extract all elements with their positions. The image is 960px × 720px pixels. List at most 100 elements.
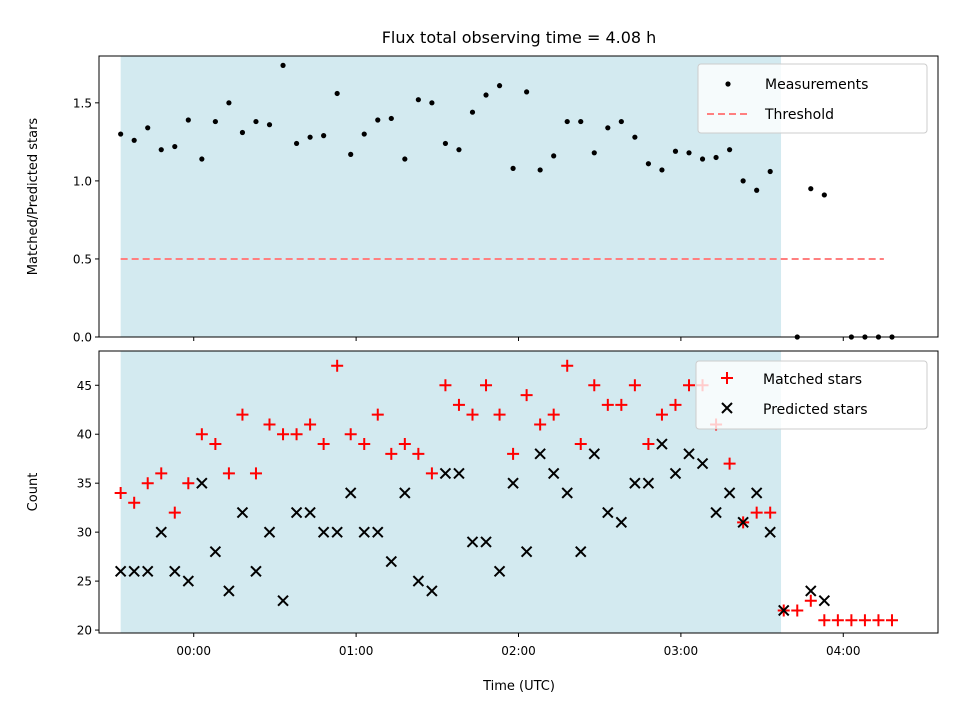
measurement-point: [172, 143, 178, 150]
predicted-stars-point: [439, 467, 452, 480]
measurement-point: [645, 161, 652, 167]
measurement-point: [591, 150, 597, 156]
predicted-stars-point: [480, 536, 492, 548]
predicted-stars-point: [466, 536, 479, 548]
y-tick-label: 0.0: [73, 331, 92, 345]
matched-stars-point: [683, 379, 696, 392]
measurement-point: [307, 134, 313, 140]
matched-stars-point: [791, 604, 804, 617]
matched-stars-point: [331, 359, 344, 372]
measurement-point: [199, 156, 205, 162]
predicted-stars-point: [372, 526, 384, 538]
measurement-point: [578, 118, 584, 125]
predicted-stars-point: [669, 467, 682, 480]
matched-stars-point: [669, 398, 682, 411]
y-tick-label: 45: [77, 379, 92, 393]
predicted-stars-point: [656, 438, 668, 450]
measurement-point: [348, 151, 354, 157]
predicted-stars-point: [629, 477, 641, 489]
matched-stars-point: [277, 428, 290, 441]
predicted-stars-point: [114, 565, 127, 578]
predicted-stars-point: [331, 526, 343, 538]
measurement-point: [212, 118, 218, 125]
measurement-point: [605, 125, 611, 131]
ratio-y-label: Matched/Predicted stars: [26, 118, 41, 276]
observing-window-shade-lower: [120, 351, 782, 633]
measurement-point: [442, 140, 449, 147]
legend-matched-label: Matched stars: [763, 372, 862, 388]
measurement-point: [415, 97, 421, 103]
x-tick-label: 00:00: [176, 644, 211, 658]
y-tick-label: 25: [77, 575, 92, 589]
measurement-point: [334, 90, 340, 97]
measurement-point: [754, 187, 760, 193]
matched-stars-point: [655, 408, 668, 421]
matched-stars-point: [466, 408, 479, 421]
measurement-point: [767, 168, 773, 175]
predicted-stars-point: [304, 506, 316, 519]
matched-stars-point: [885, 614, 898, 627]
predicted-stars-point: [223, 585, 235, 597]
measurement-point: [293, 140, 300, 147]
matched-stars-point: [561, 359, 574, 372]
count-points: [114, 359, 898, 627]
predicted-stars-point: [507, 477, 519, 489]
measurement-point: [727, 147, 733, 153]
predicted-stars-point: [344, 487, 357, 499]
predicted-stars-point: [493, 565, 506, 578]
ratio-panel: 0.0 0.5 1.0 1.5 Matched/Predicted stars Mea…: [26, 55, 939, 345]
measurement-point: [808, 186, 814, 192]
matched-stars-point: [195, 428, 208, 441]
predicted-stars-point: [209, 546, 222, 558]
matched-stars-point: [534, 418, 547, 431]
predicted-stars-point: [250, 565, 262, 578]
matched-stars-point: [128, 496, 141, 509]
measurement-point: [713, 154, 719, 161]
predicted-stars-point: [317, 526, 330, 538]
predicted-stars-point: [805, 585, 817, 597]
measurement-point: [388, 115, 394, 122]
chart-title: Flux total observing time = 4.08 h: [382, 28, 657, 47]
y-tick-label: 20: [77, 624, 92, 638]
matched-stars-point: [642, 438, 655, 451]
predicted-stars-point: [453, 467, 465, 480]
measurement-point: [686, 150, 692, 156]
matched-stars-point: [385, 447, 398, 460]
predicted-stars-point: [385, 555, 398, 568]
predicted-stars-point: [358, 526, 370, 538]
matched-stars-point: [601, 398, 614, 411]
matched-stars-point: [507, 447, 520, 460]
measurement-point: [239, 129, 246, 136]
x-tick-label: 02:00: [501, 644, 536, 658]
matched-stars-point: [168, 506, 181, 519]
predicted-stars-point: [426, 585, 438, 597]
measurement-point: [361, 131, 367, 137]
y-tick-label: 40: [77, 428, 92, 442]
matched-stars-point: [804, 594, 817, 607]
y-tick-label: 1.5: [73, 96, 92, 110]
counts-legend-box: [695, 360, 928, 430]
matched-stars-point: [588, 379, 601, 392]
measurement-point: [280, 62, 286, 68]
measurement-point: [158, 147, 164, 153]
measurement-point: [659, 167, 665, 173]
measurement-point: [429, 100, 435, 106]
matched-stars-point: [615, 398, 628, 411]
predicted-stars-point: [128, 565, 140, 578]
legend-measurements-label: Measurements: [765, 77, 868, 93]
matched-stars-point: [412, 447, 425, 460]
matched-stars-point: [831, 614, 844, 627]
matched-stars-point: [222, 467, 235, 480]
matched-stars-point: [425, 467, 438, 480]
measurement-point: [321, 133, 327, 139]
predicted-stars-point: [182, 575, 195, 587]
matched-stars-point: [872, 614, 885, 627]
predicted-stars-point: [723, 487, 736, 499]
ratio-y-axis: 0.0 0.5 1.0 1.5: [73, 96, 99, 345]
matched-stars-point: [304, 418, 317, 431]
measurement-point: [118, 131, 124, 137]
matched-stars-point: [290, 428, 303, 441]
measurement-point: [740, 178, 746, 184]
counts-y-axis: 20 25 30 35 40 45: [77, 379, 99, 638]
observing-window-shade: [120, 56, 782, 337]
